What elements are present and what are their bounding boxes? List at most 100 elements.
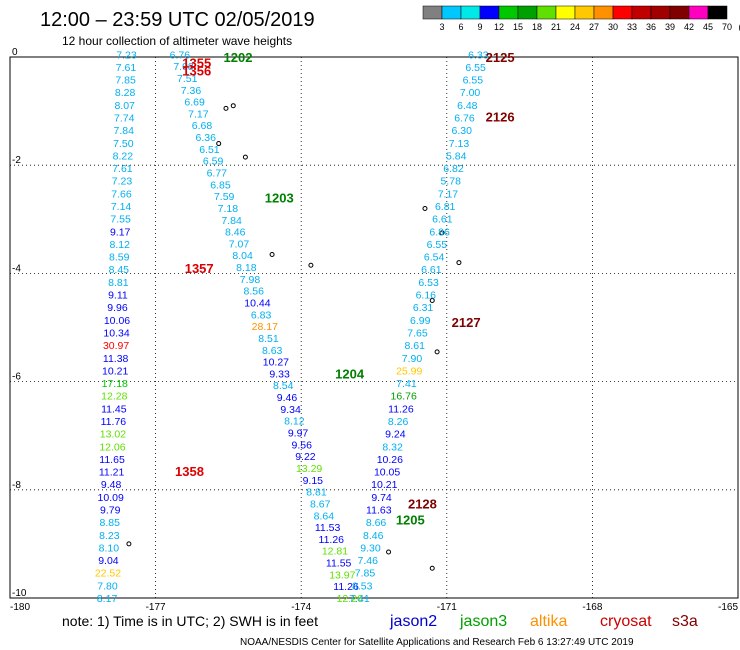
wave-height-value: 9.48 <box>101 479 122 491</box>
wave-height-value: 7.85 <box>115 75 136 87</box>
lon-tick-label: -168 <box>582 602 602 613</box>
island <box>435 350 439 354</box>
scale-swatch <box>442 6 461 19</box>
wave-height-value: 7.84 <box>221 215 242 227</box>
wave-height-value: 7.18 <box>218 203 239 215</box>
scale-label: 6 <box>458 22 463 32</box>
pass-time-label: 1203 <box>265 191 294 206</box>
wave-height-value: 6.68 <box>192 120 213 132</box>
wave-height-value: 16.76 <box>391 391 417 403</box>
legend-altika: altika <box>530 613 567 630</box>
scale-swatch <box>670 6 689 19</box>
wave-height-value: 7.23 <box>116 49 137 61</box>
wave-height-value: 13.02 <box>100 429 126 441</box>
lat-tick-label: 0 <box>12 47 18 58</box>
wave-height-value: 10.27 <box>263 357 289 369</box>
pass-time-label: 2125 <box>486 50 515 65</box>
wave-height-value: 10.05 <box>374 467 400 479</box>
wave-height-value: 9.30 <box>360 542 381 554</box>
legend-jason3: jason3 <box>459 613 507 630</box>
scale-label: 9 <box>477 22 482 32</box>
scale-swatch <box>575 6 594 19</box>
wave-height-value: 7.50 <box>113 138 134 150</box>
scale-label: 24 <box>570 22 580 32</box>
scale-label: 45 <box>703 22 713 32</box>
wave-height-value: 7.46 <box>358 555 379 567</box>
island <box>387 550 391 554</box>
wave-height-value: 9.33 <box>269 368 290 380</box>
wave-height-value: 22.52 <box>95 568 121 580</box>
wave-height-value: 7.90 <box>402 353 423 365</box>
scale-label: 42 <box>684 22 694 32</box>
lat-tick-label: -8 <box>12 480 21 491</box>
wave-height-value: 6.55 <box>427 239 448 251</box>
wave-height-value: 13.29 <box>296 463 322 475</box>
wave-height-value: 11.53 <box>315 522 341 534</box>
scale-swatch <box>632 6 651 19</box>
wave-height-value: 8.54 <box>273 380 294 392</box>
wave-height-value: 6.61 <box>421 264 442 276</box>
wave-height-value: 11.63 <box>366 504 392 516</box>
wave-height-value: 8.51 <box>258 333 279 345</box>
lat-tick-label: -6 <box>12 372 21 383</box>
scale-swatch <box>461 6 480 19</box>
wave-height-value: 9.11 <box>108 290 128 302</box>
wave-height-value: 9.24 <box>385 429 406 441</box>
wave-height-value: 8.67 <box>310 498 331 510</box>
wave-height-value: 7.61 <box>112 163 133 175</box>
lon-tick-label: -177 <box>146 602 166 613</box>
scale-label: 18 <box>532 22 542 32</box>
pass-time-label: 2127 <box>452 315 481 330</box>
wave-height-value: 7.84 <box>114 125 135 137</box>
wave-height-value: 7.00 <box>460 87 481 99</box>
wave-height-value: 25.99 <box>396 365 422 377</box>
wave-height-value: 7.74 <box>114 113 135 125</box>
wave-height-value: 8.63 <box>262 345 283 357</box>
wave-height-value: 8.12 <box>109 239 130 251</box>
pass-time-label: 1205 <box>396 513 425 528</box>
pass-time-label: 2128 <box>408 496 437 511</box>
wave-height-value: 9.96 <box>107 302 128 314</box>
wave-height-value: 6.83 <box>251 309 272 321</box>
wave-height-value: 8.64 <box>314 510 335 522</box>
wave-height-value: 6.51 <box>199 144 220 156</box>
footer-credit: NOAA/NESDIS Center for Satellite Applica… <box>240 637 634 648</box>
wave-height-value: 8.10 <box>99 542 120 554</box>
scale-swatch <box>594 6 613 19</box>
wave-height-value: 7.41 <box>349 593 370 605</box>
wave-height-value: 9.04 <box>98 555 119 567</box>
wave-height-value: 8.56 <box>244 286 265 298</box>
wave-height-value: 6.99 <box>410 315 431 327</box>
island <box>430 566 434 570</box>
wave-height-value: 11.76 <box>101 416 127 428</box>
pass-time-label: 1357 <box>185 261 214 276</box>
wave-height-value: 8.18 <box>236 262 257 274</box>
scale-label: 21 <box>551 22 561 32</box>
pass-time-label: 1358 <box>175 464 204 479</box>
wave-height-value: 8.04 <box>232 250 253 262</box>
wave-height-value: 11.21 <box>99 467 125 479</box>
footer-note: note: 1) Time is in UTC; 2) SWH is in fe… <box>62 613 318 629</box>
wave-height-value: 6.82 <box>443 163 464 175</box>
wave-height-value: 6.76 <box>454 113 475 125</box>
wave-height-value: 8.17 <box>97 593 118 605</box>
wave-height-value: 7.85 <box>355 568 376 580</box>
wave-height-value: 8.59 <box>109 252 130 264</box>
wave-height-value: 11.26 <box>388 403 414 415</box>
wave-height-value: 10.34 <box>103 327 129 339</box>
wave-height-value: 7.80 <box>97 580 118 592</box>
wave-height-value: 8.45 <box>109 264 130 276</box>
track-jason3: 6.767.087.517.366.697.176.686.366.516.59… <box>170 49 363 605</box>
wave-height-value: 11.38 <box>103 353 129 365</box>
wave-height-value: 6.77 <box>207 167 228 179</box>
wave-height-value: 8.61 <box>405 340 426 352</box>
scale-swatch <box>651 6 670 19</box>
wave-height-value: 8.46 <box>363 530 384 542</box>
wave-height-value: 7.59 <box>214 191 235 203</box>
pass-time-label: 1204 <box>335 366 365 381</box>
wave-height-value: 8.85 <box>100 517 121 529</box>
pass-time-label: 1356 <box>182 64 211 79</box>
scale-label: 70 <box>722 22 732 32</box>
wave-height-value: 8.23 <box>99 530 120 542</box>
